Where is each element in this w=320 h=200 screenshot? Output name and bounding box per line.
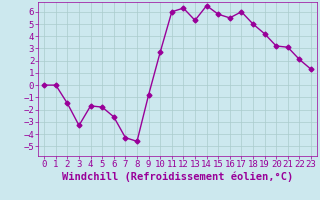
X-axis label: Windchill (Refroidissement éolien,°C): Windchill (Refroidissement éolien,°C) <box>62 172 293 182</box>
